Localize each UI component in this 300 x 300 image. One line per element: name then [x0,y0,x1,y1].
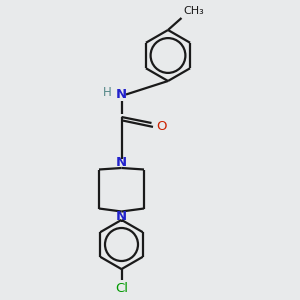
Text: N: N [116,88,127,101]
Text: N: N [116,209,127,223]
Text: H: H [103,85,112,99]
Text: O: O [156,119,166,133]
Text: N: N [116,155,127,169]
Text: CH₃: CH₃ [183,7,204,16]
Text: Cl: Cl [115,282,128,295]
